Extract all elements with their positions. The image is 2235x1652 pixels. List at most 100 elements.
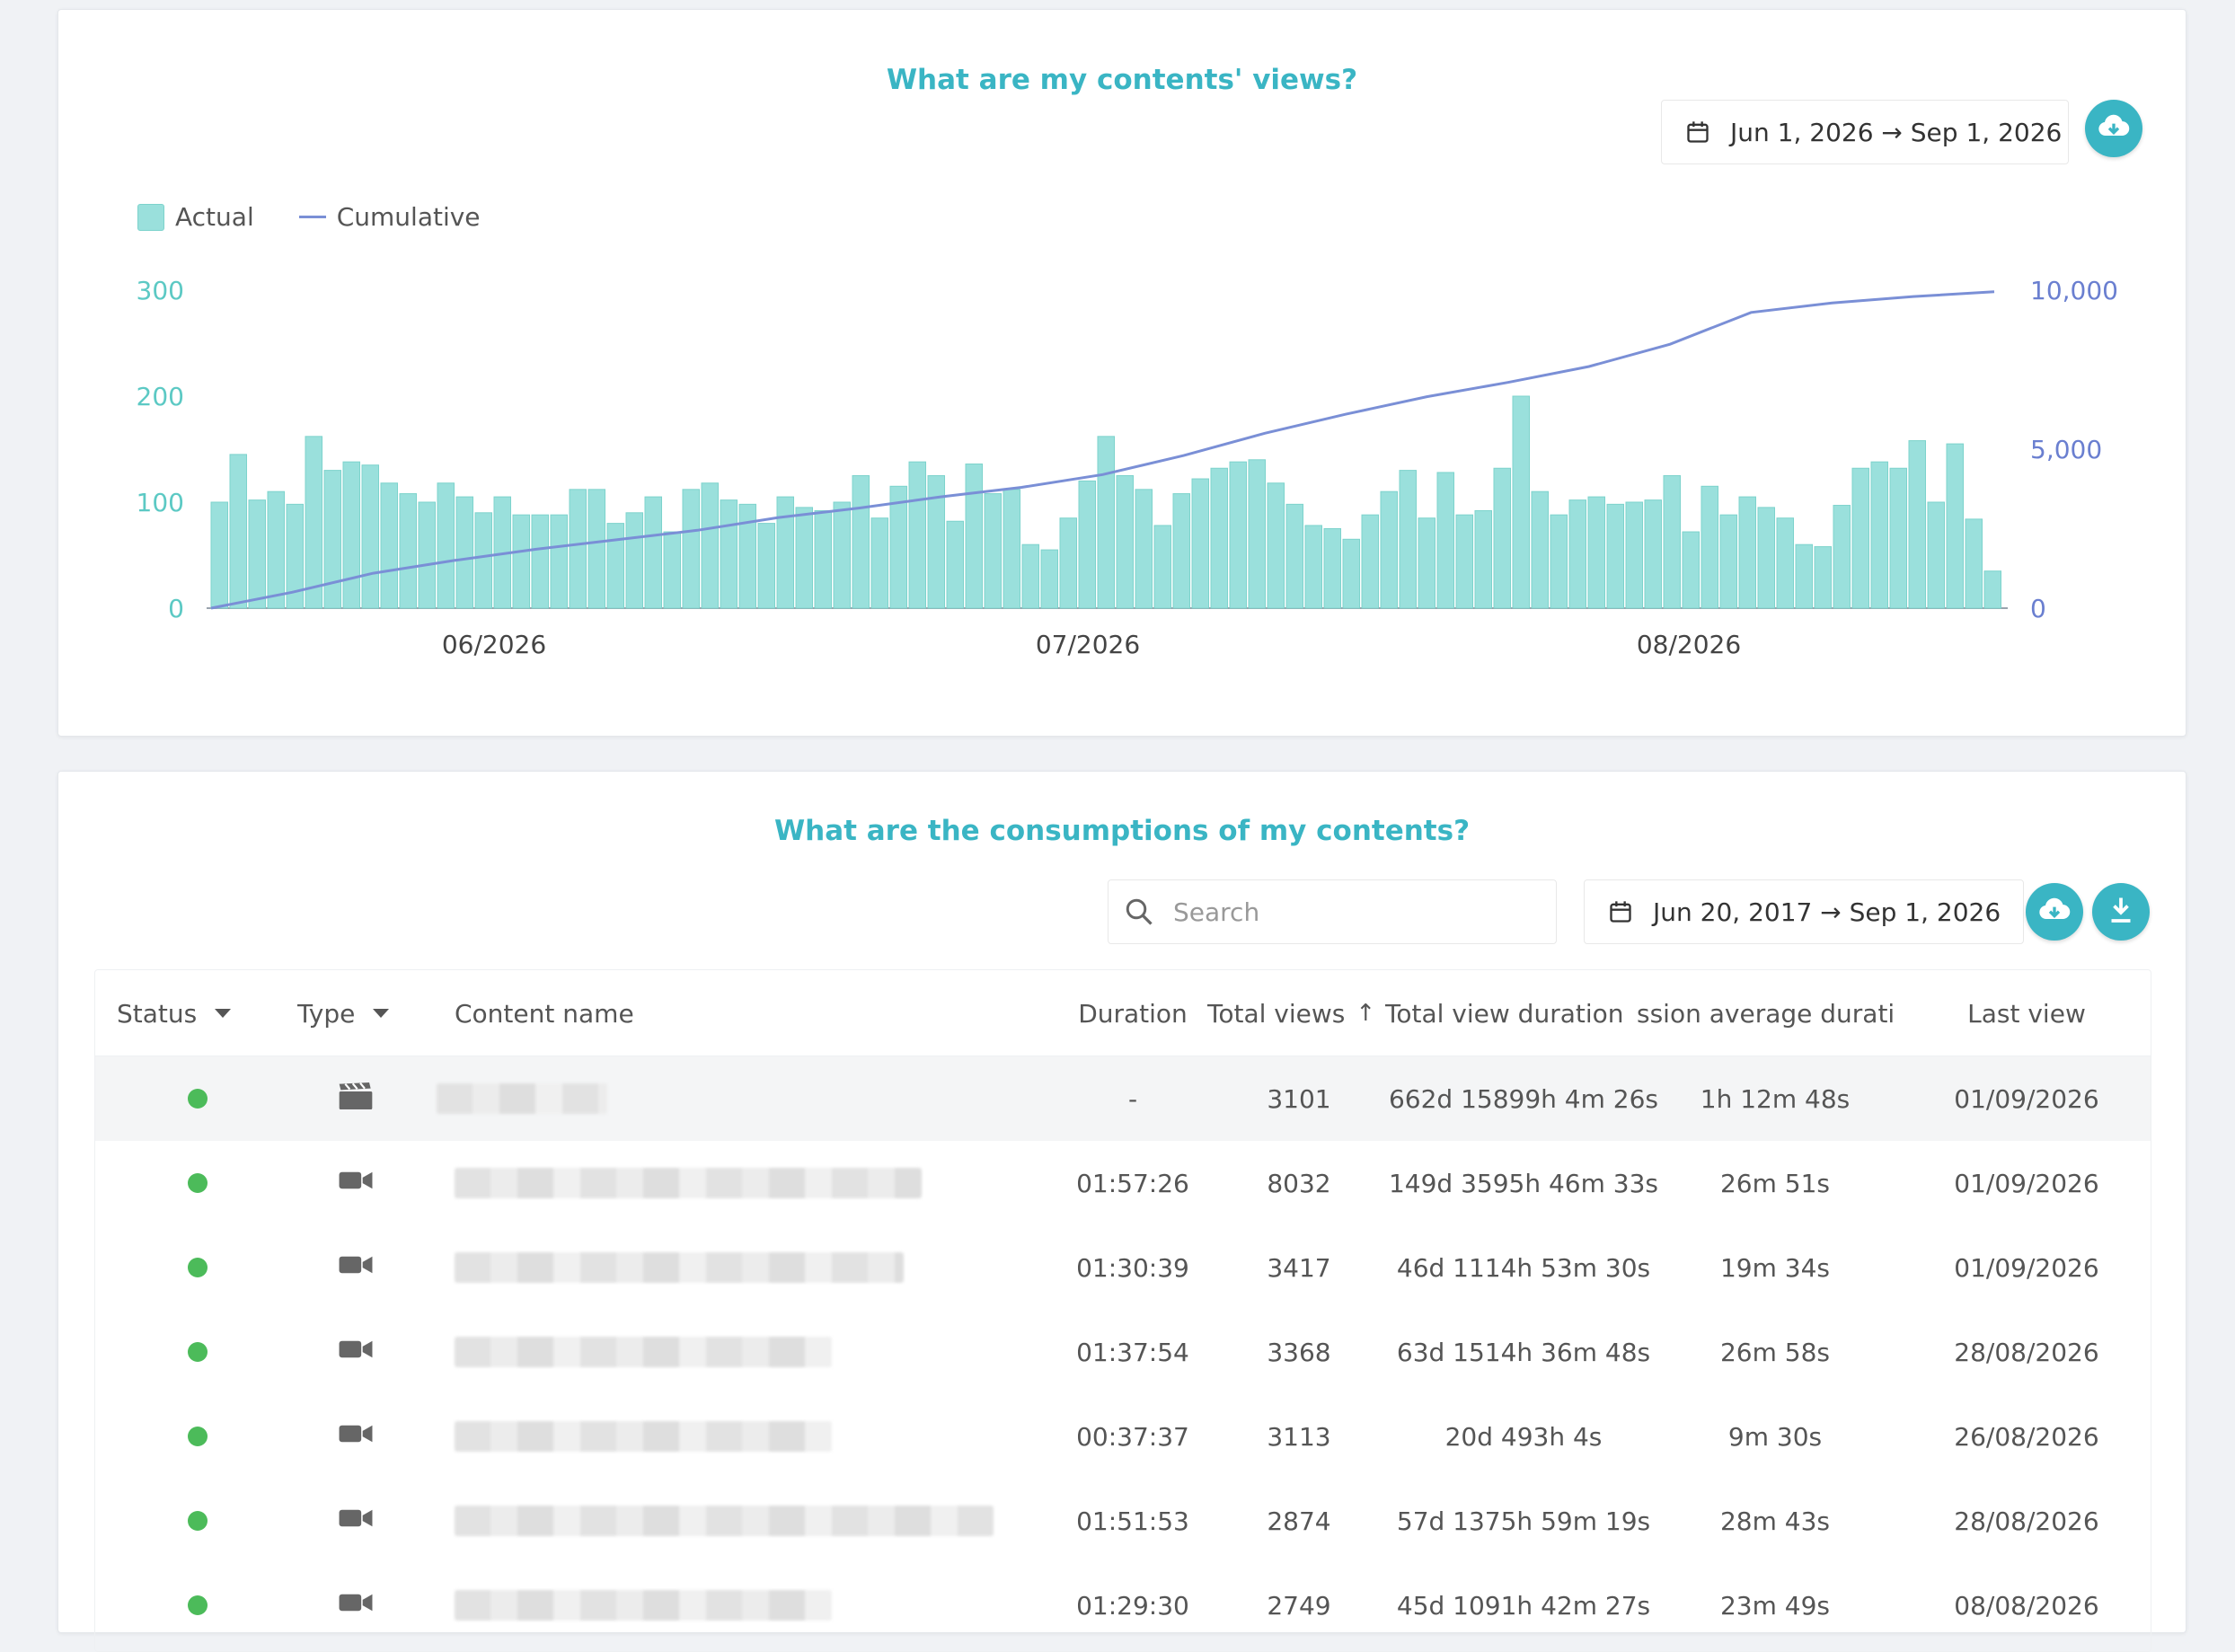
legend-cumulative-label[interactable]: Cumulative [336, 202, 481, 232]
total-views-cell: 3368 [1267, 1337, 1331, 1367]
content-name-redacted[interactable] [455, 1506, 994, 1536]
bar-actual [587, 489, 605, 609]
bar-actual [1776, 517, 1794, 609]
column-header-duration[interactable]: Duration [1078, 998, 1188, 1029]
column-header-total-views[interactable]: Total views ↑ [1207, 998, 1376, 1029]
column-header-session-average-duration[interactable]: ssion average durati [1637, 998, 1895, 1029]
last-view-cell: 26/08/2026 [1954, 1421, 2099, 1452]
bar-actual [1229, 461, 1247, 609]
bar-actual [305, 436, 322, 609]
consumption-date-range-picker[interactable]: Jun 20, 2017 → Sep 1, 2026 [1584, 879, 2024, 944]
duration-cell: 01:37:54 [1076, 1337, 1189, 1367]
bar-actual [1097, 436, 1115, 609]
last-view-cell: 01/09/2026 [1954, 1168, 2099, 1198]
last-view-cell: 28/08/2026 [1954, 1337, 2099, 1367]
views-date-range-picker[interactable]: Jun 1, 2026 → Sep 1, 2026 [1661, 100, 2069, 164]
y-right-tick-label: 0 [2030, 594, 2046, 623]
search-input[interactable] [1173, 897, 1515, 927]
calendar-icon [1685, 119, 1710, 145]
chart-legend: Actual Cumulative [137, 202, 481, 232]
search-box[interactable] [1108, 879, 1557, 944]
legend-actual-label[interactable]: Actual [175, 202, 254, 232]
content-name-redacted[interactable] [437, 1083, 607, 1114]
video-camera-icon [338, 1420, 374, 1453]
total-views-cell: 3417 [1267, 1252, 1331, 1283]
last-view-cell: 28/08/2026 [1954, 1506, 2099, 1536]
bar-actual [267, 490, 285, 609]
column-header-status[interactable]: Status [117, 970, 252, 1056]
bar-actual [1493, 467, 1511, 609]
bar-actual [1116, 475, 1134, 609]
bar-actual [1135, 489, 1153, 609]
consumption-date-range-text: Jun 20, 2017 → Sep 1, 2026 [1653, 897, 2001, 927]
sort-ascending-icon[interactable]: ↑ [1356, 1000, 1376, 1027]
table-row[interactable]: 01:37:54 3368 63d 1514h 36m 48s 26m 58s 28/0… [95, 1310, 2151, 1394]
status-active-icon [188, 1427, 208, 1446]
column-header-type[interactable]: Type [297, 970, 414, 1056]
bar-actual [1436, 472, 1454, 609]
content-name-redacted[interactable] [455, 1252, 904, 1283]
bar-actual [833, 501, 851, 609]
status-active-icon [188, 1089, 208, 1109]
bar-actual [984, 493, 1002, 609]
download-button[interactable] [2092, 883, 2150, 941]
legend-cumulative-swatch[interactable] [298, 216, 326, 218]
total-views-cell: 2874 [1267, 1506, 1331, 1536]
bar-actual [1587, 496, 1605, 609]
bar-actual [1399, 470, 1417, 609]
video-camera-icon [338, 1336, 374, 1369]
bar-actual [418, 501, 436, 609]
legend-actual-swatch[interactable] [137, 203, 164, 231]
content-name-redacted[interactable] [455, 1337, 832, 1367]
table-row[interactable]: 01:30:39 3417 46d 1114h 53m 30s 19m 34s 01/0… [95, 1225, 2151, 1310]
bar-actual [1908, 440, 1926, 609]
bar-actual [870, 517, 888, 609]
bar-actual [1738, 496, 1756, 609]
filter-caret-icon[interactable] [215, 1009, 232, 1018]
content-name-redacted[interactable] [455, 1168, 922, 1198]
column-header-total-view-duration[interactable]: Total view duration [1385, 998, 1624, 1029]
consumption-card-title: What are the consumptions of my contents… [773, 815, 1471, 847]
bar-actual [795, 507, 813, 609]
bar-actual [342, 461, 360, 609]
filter-caret-icon[interactable] [373, 1009, 390, 1018]
table-row[interactable]: - 3101 662d 15899h 4m 26s 1h 12m 48s 01/09/2… [95, 1056, 2151, 1141]
bar-actual [682, 489, 700, 609]
bar-actual [1568, 499, 1586, 609]
table-row[interactable]: 01:29:30 2749 45d 1091h 42m 27s 23m 49s 08/0… [95, 1563, 2151, 1648]
bar-actual [1474, 509, 1492, 609]
bar-actual [531, 514, 549, 609]
total-view-duration-cell: 57d 1375h 59m 19s [1396, 1506, 1651, 1536]
bar-actual [1814, 546, 1832, 609]
bar-actual [1946, 443, 1964, 609]
bar-actual [210, 501, 228, 609]
table-row[interactable]: 01:57:26 8032 149d 3595h 46m 33s 26m 51s 01/… [95, 1141, 2151, 1225]
bar-actual [776, 496, 794, 609]
last-view-cell: 08/08/2026 [1954, 1590, 2099, 1621]
bar-actual [965, 464, 983, 609]
consumption-card: What are the consumptions of my contents… [57, 771, 2186, 1652]
cloud-download-button[interactable] [2085, 100, 2142, 157]
bar-actual [474, 512, 492, 609]
session-average-cell: 9m 30s [1727, 1421, 1823, 1452]
bar-actual [1323, 528, 1341, 609]
status-active-icon [188, 1258, 208, 1277]
content-name-redacted[interactable] [455, 1590, 832, 1621]
content-name-redacted[interactable] [455, 1421, 832, 1452]
consumption-table: Status Type Content name Duration Total … [94, 969, 2151, 1652]
column-header-content-name[interactable]: Content name [455, 998, 634, 1029]
column-header-last-view[interactable]: Last view [1967, 998, 2086, 1029]
total-view-duration-cell: 46d 1114h 53m 30s [1396, 1252, 1651, 1283]
views-date-range-text: Jun 1, 2026 → Sep 1, 2026 [1730, 117, 2063, 147]
last-view-cell: 01/09/2026 [1954, 1252, 2099, 1283]
table-row[interactable]: 01:51:53 2874 57d 1375h 59m 19s 28m 43s 28/0… [95, 1479, 2151, 1563]
views-chart: 0 100 200 300 0 5,000 10,000 06/2026 07/2026 08/2… [137, 276, 2118, 659]
calendar-icon [1608, 899, 1633, 924]
total-view-duration-cell: 20d 493h 4s [1444, 1421, 1603, 1452]
duration-cell: 01:51:53 [1076, 1506, 1189, 1536]
table-row[interactable]: 00:37:37 3113 20d 493h 4s 9m 30s 26/08/2026 [95, 1394, 2151, 1479]
cloud-download-button[interactable] [2026, 883, 2083, 941]
bar-actual [1248, 459, 1266, 609]
bar-actual [1418, 517, 1436, 609]
bar-actual [1021, 543, 1039, 609]
